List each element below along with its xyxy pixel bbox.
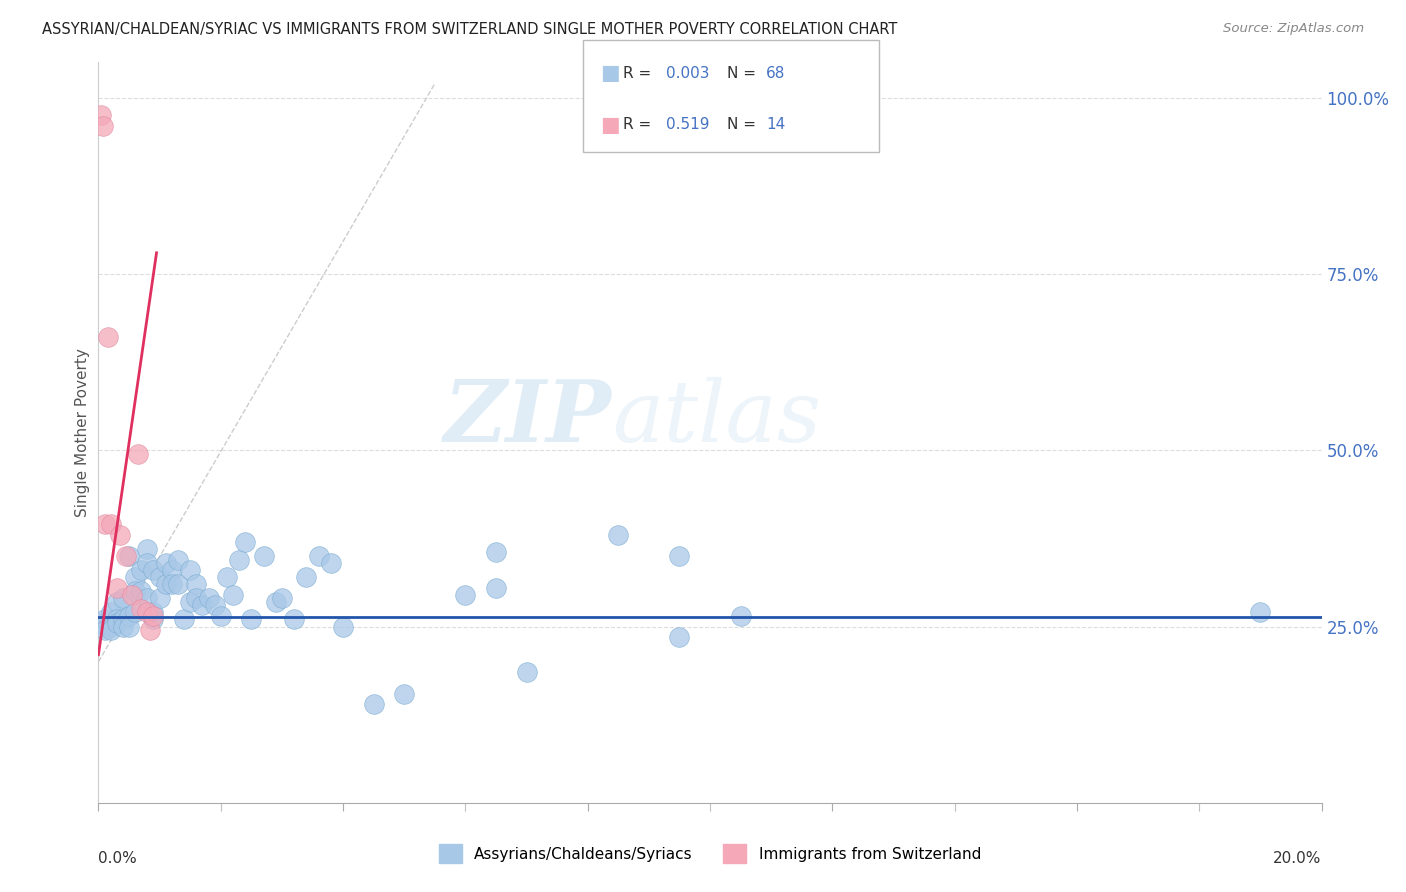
Point bbox=[186, 591, 208, 606]
Point bbox=[129, 584, 152, 599]
Text: 20.0%: 20.0% bbox=[1274, 851, 1322, 866]
Point bbox=[264, 595, 287, 609]
Point bbox=[295, 570, 318, 584]
Point bbox=[228, 552, 250, 566]
Point bbox=[204, 599, 226, 613]
Point bbox=[93, 517, 115, 532]
Point bbox=[105, 581, 128, 595]
Text: N =: N = bbox=[727, 117, 761, 132]
Point bbox=[111, 591, 134, 606]
Point bbox=[87, 615, 110, 630]
Legend: Assyrians/Chaldeans/Syriacs, Immigrants from Switzerland: Assyrians/Chaldeans/Syriacs, Immigrants … bbox=[433, 838, 987, 869]
Point bbox=[197, 591, 219, 606]
Point bbox=[121, 588, 143, 602]
Point bbox=[100, 623, 122, 637]
Point bbox=[167, 577, 190, 591]
Point bbox=[142, 612, 165, 626]
Point bbox=[91, 119, 114, 133]
Point bbox=[160, 577, 183, 591]
Point bbox=[136, 606, 159, 620]
Text: atlas: atlas bbox=[612, 376, 821, 459]
Point bbox=[100, 619, 122, 633]
Text: R =: R = bbox=[623, 117, 657, 132]
Point bbox=[105, 595, 128, 609]
Point bbox=[100, 606, 122, 620]
Point bbox=[363, 697, 385, 711]
Point bbox=[93, 623, 115, 637]
Text: ■: ■ bbox=[600, 114, 620, 135]
Text: 0.519: 0.519 bbox=[666, 117, 710, 132]
Point bbox=[111, 619, 134, 633]
Text: ASSYRIAN/CHALDEAN/SYRIAC VS IMMIGRANTS FROM SWITZERLAND SINGLE MOTHER POVERTY CO: ASSYRIAN/CHALDEAN/SYRIAC VS IMMIGRANTS F… bbox=[42, 22, 897, 37]
Point bbox=[100, 517, 122, 532]
Point bbox=[136, 556, 159, 570]
Text: R =: R = bbox=[623, 66, 657, 81]
Point bbox=[155, 556, 177, 570]
Text: 68: 68 bbox=[766, 66, 786, 81]
Point bbox=[209, 609, 232, 624]
Point bbox=[191, 599, 214, 613]
Point bbox=[93, 612, 115, 626]
Text: ■: ■ bbox=[600, 63, 620, 83]
Point bbox=[392, 686, 416, 700]
Point bbox=[668, 549, 690, 563]
Point bbox=[124, 606, 146, 620]
Point bbox=[142, 606, 165, 620]
Text: ZIP: ZIP bbox=[444, 376, 612, 459]
Point bbox=[118, 609, 141, 624]
Point bbox=[308, 549, 330, 563]
Text: 14: 14 bbox=[766, 117, 786, 132]
Point bbox=[111, 612, 134, 626]
Point bbox=[124, 570, 146, 584]
Point bbox=[233, 535, 256, 549]
Point bbox=[105, 612, 128, 626]
Text: N =: N = bbox=[727, 66, 761, 81]
Point bbox=[454, 588, 477, 602]
Text: 0.0%: 0.0% bbox=[98, 851, 138, 866]
Point bbox=[127, 447, 149, 461]
Point bbox=[90, 108, 112, 122]
Point bbox=[730, 609, 752, 624]
Point bbox=[179, 595, 201, 609]
Point bbox=[136, 591, 159, 606]
Point bbox=[485, 545, 508, 559]
Point bbox=[118, 619, 141, 633]
Text: 0.003: 0.003 bbox=[666, 66, 710, 81]
Point bbox=[332, 619, 354, 633]
Point bbox=[516, 665, 538, 680]
Point bbox=[222, 588, 245, 602]
Point bbox=[115, 549, 138, 563]
Point bbox=[142, 609, 165, 624]
Point bbox=[270, 591, 294, 606]
Text: Source: ZipAtlas.com: Source: ZipAtlas.com bbox=[1223, 22, 1364, 36]
Point bbox=[215, 570, 238, 584]
Point bbox=[118, 549, 141, 563]
Point bbox=[155, 577, 177, 591]
Point bbox=[142, 563, 165, 577]
Y-axis label: Single Mother Poverty: Single Mother Poverty bbox=[75, 348, 90, 517]
Point bbox=[136, 541, 159, 556]
Point bbox=[252, 549, 274, 563]
Point bbox=[1249, 606, 1271, 620]
Point bbox=[129, 602, 152, 616]
Point bbox=[97, 330, 120, 344]
Point bbox=[160, 563, 183, 577]
Point bbox=[240, 612, 263, 626]
Point bbox=[173, 612, 195, 626]
Point bbox=[108, 528, 131, 542]
Point bbox=[139, 623, 162, 637]
Point bbox=[124, 584, 146, 599]
Point bbox=[485, 581, 508, 595]
Point bbox=[167, 552, 190, 566]
Point bbox=[149, 591, 172, 606]
Point bbox=[186, 577, 208, 591]
Point bbox=[149, 570, 172, 584]
Point bbox=[607, 528, 630, 542]
Point bbox=[668, 630, 690, 644]
Point bbox=[283, 612, 305, 626]
Point bbox=[105, 615, 128, 630]
Point bbox=[129, 563, 152, 577]
Point bbox=[179, 563, 201, 577]
Point bbox=[319, 556, 342, 570]
